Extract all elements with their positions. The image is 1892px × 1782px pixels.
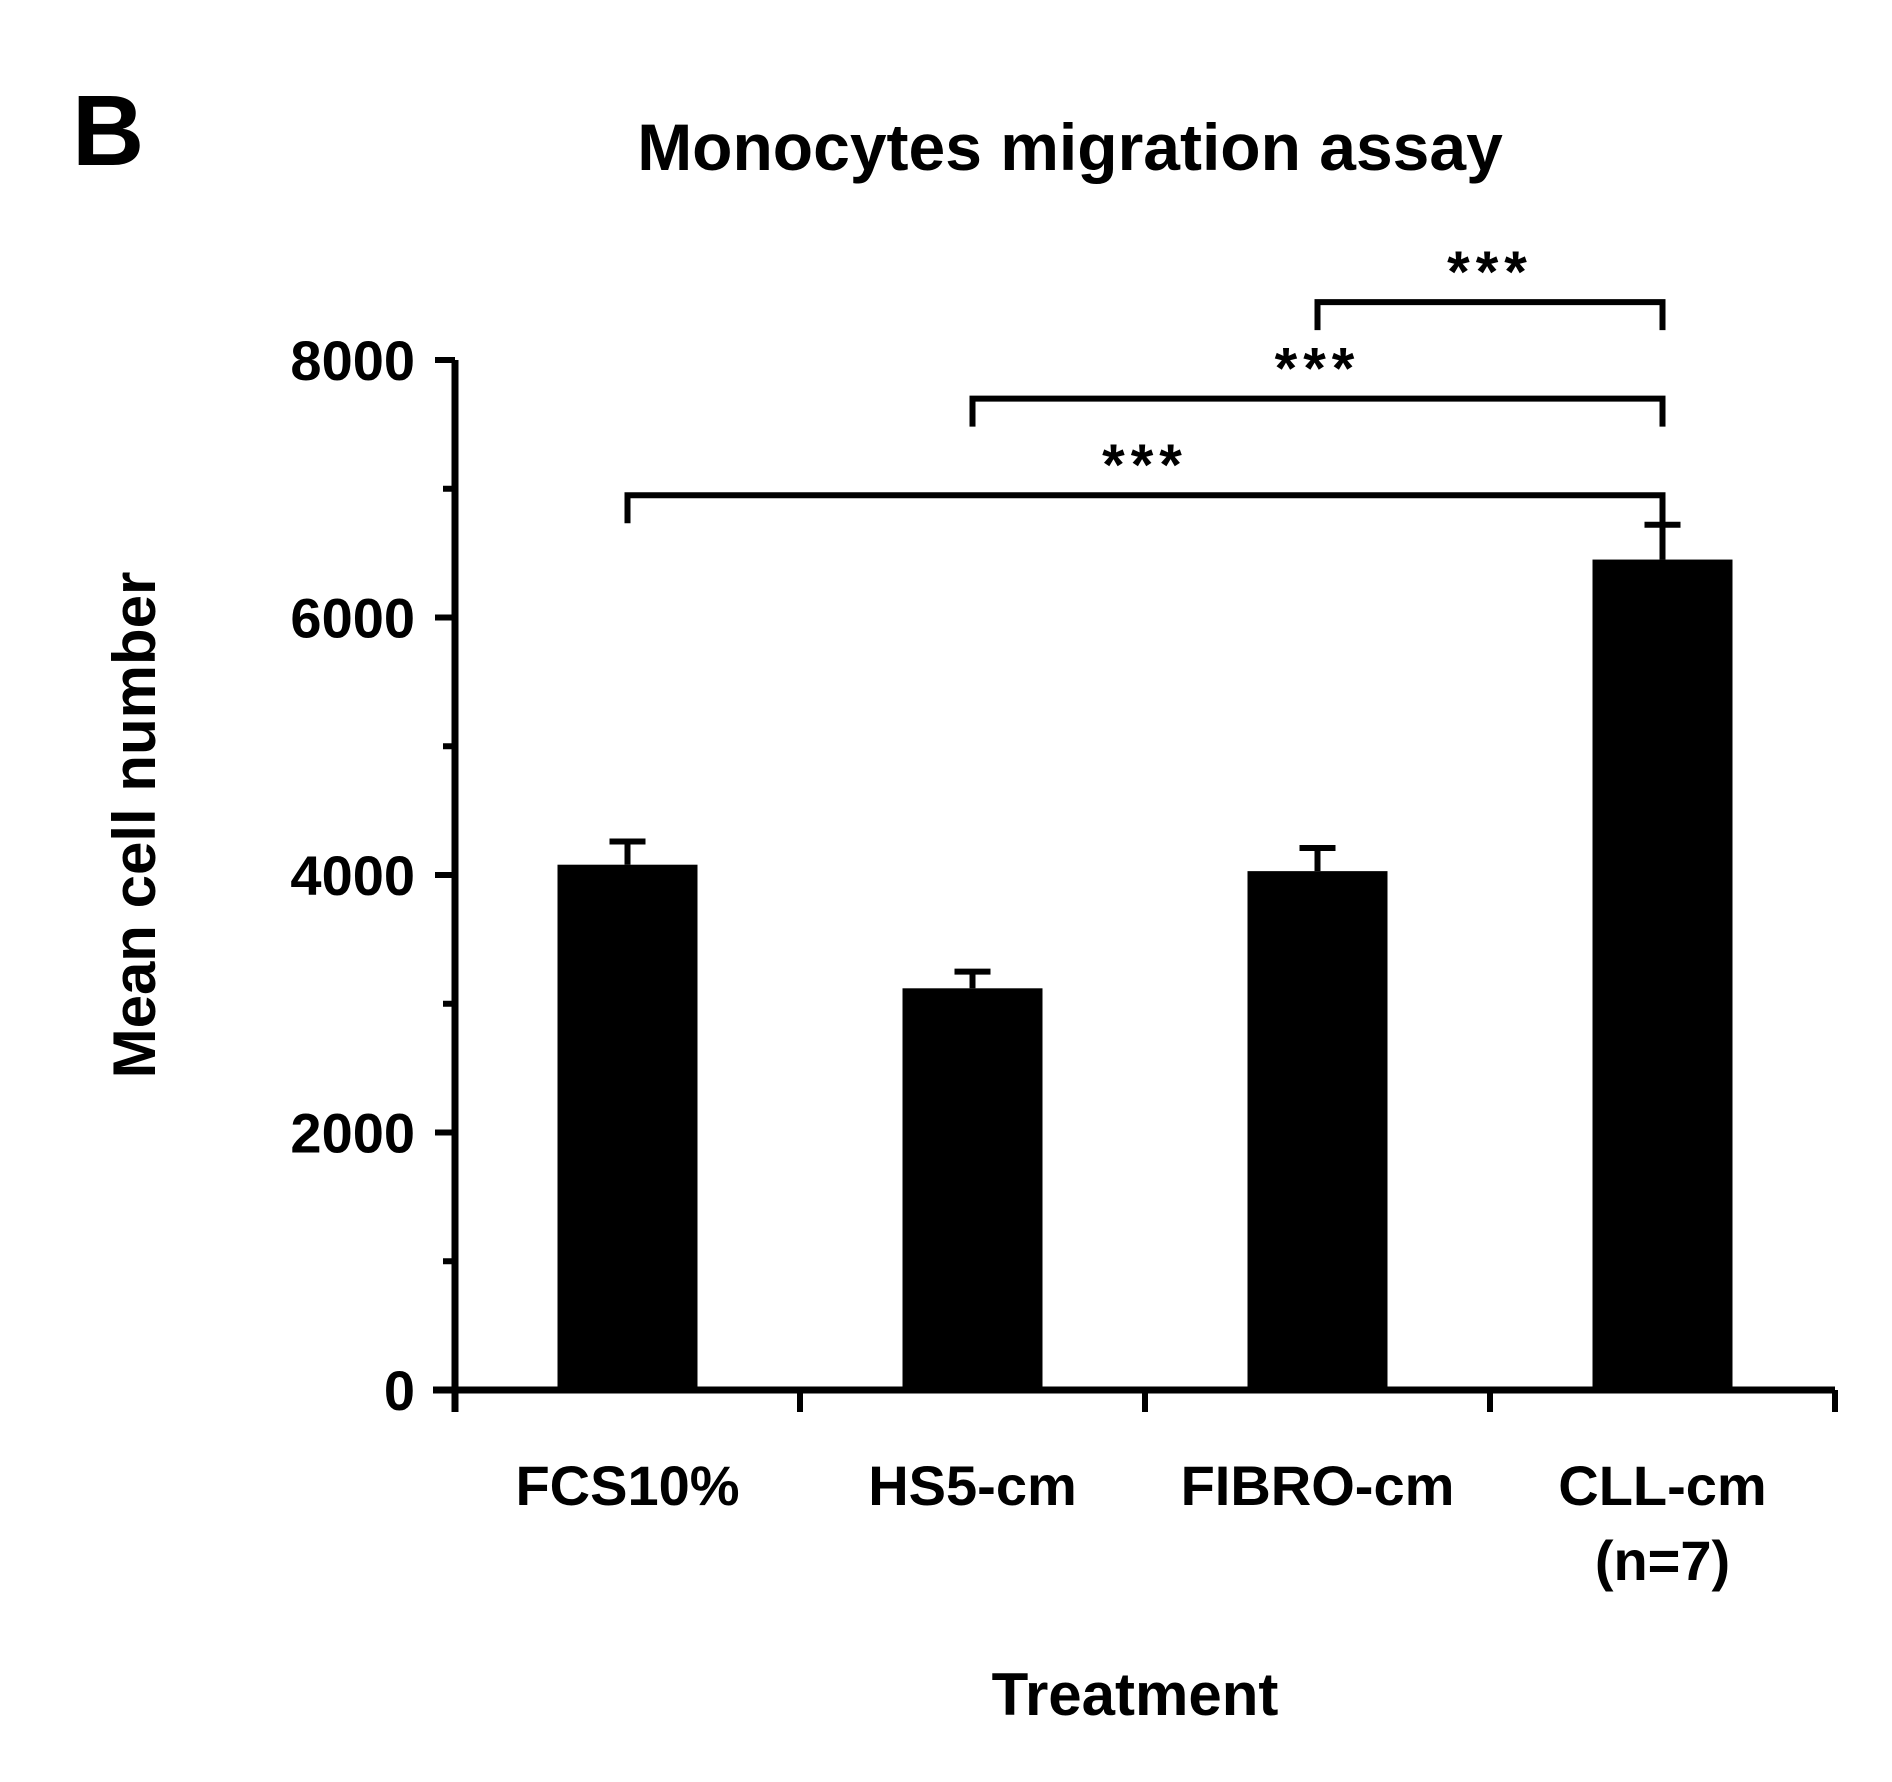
bar bbox=[1592, 559, 1733, 1390]
chart-marks: 0 2000 4000 6000 8000 FCS10% HS5-cm FIBRO-cm CLL… bbox=[290, 240, 1838, 1592]
y-tick-label: 4000 bbox=[290, 844, 415, 907]
significance-bracket bbox=[1314, 299, 1666, 331]
x-tick-label: (n=7) bbox=[1595, 1529, 1730, 1592]
panel-label: B bbox=[72, 75, 144, 187]
x-tick-label: FIBRO-cm bbox=[1181, 1454, 1455, 1517]
x-tick-label: HS5-cm bbox=[868, 1454, 1077, 1517]
y-tick-label: 2000 bbox=[290, 1102, 415, 1165]
bar bbox=[1247, 871, 1388, 1390]
significance-label: *** bbox=[1102, 433, 1188, 498]
bar bbox=[557, 864, 698, 1390]
y-tick-label: 0 bbox=[384, 1359, 415, 1422]
y-tick-label: 6000 bbox=[290, 587, 415, 650]
bar bbox=[902, 988, 1043, 1390]
x-axis-title: Treatment bbox=[992, 1661, 1279, 1728]
x-tick-label: FCS10% bbox=[515, 1454, 739, 1517]
y-tick-label: 8000 bbox=[290, 329, 415, 392]
significance-bracket bbox=[969, 395, 1666, 427]
significance-bracket bbox=[624, 492, 1666, 524]
significance-label: *** bbox=[1447, 240, 1533, 305]
significance-label: *** bbox=[1275, 337, 1361, 402]
y-axis-title: Mean cell number bbox=[101, 572, 168, 1079]
x-tick-label: CLL-cm bbox=[1558, 1454, 1766, 1517]
chart-title: Monocytes migration assay bbox=[637, 110, 1503, 184]
